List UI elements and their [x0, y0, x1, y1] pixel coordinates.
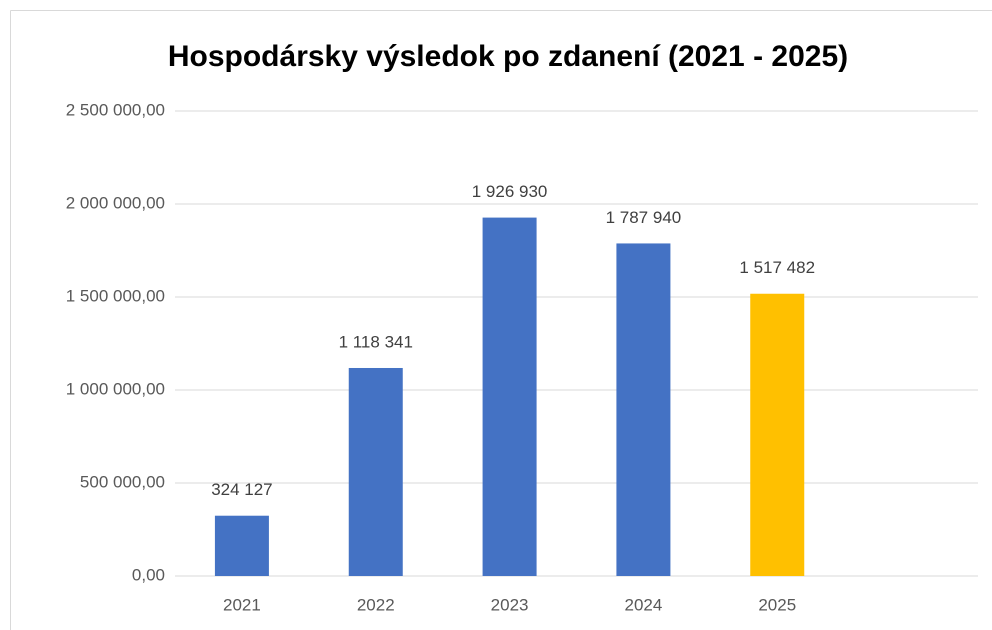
- bar: [616, 243, 671, 576]
- y-tick-label: 2 500 000,00: [66, 100, 165, 119]
- x-tick-label: 2021: [223, 595, 261, 614]
- bar: [482, 217, 537, 577]
- y-tick-label: 0,00: [132, 565, 165, 584]
- data-label: 1 118 341: [339, 332, 413, 351]
- bar: [348, 367, 403, 576]
- x-tick-label: 2023: [491, 595, 529, 614]
- chart-title: Hospodársky výsledok po zdanení (2021 - …: [168, 40, 848, 73]
- x-tick-label: 2024: [625, 595, 663, 614]
- data-label: 1 787 940: [606, 208, 682, 227]
- y-tick-label: 1 500 000,00: [66, 286, 165, 305]
- bar: [214, 515, 269, 576]
- x-tick-label: 2025: [758, 595, 796, 614]
- y-tick-label: 500 000,00: [80, 472, 165, 491]
- data-label: 1 517 482: [739, 258, 815, 277]
- x-tick-label: 2022: [357, 595, 395, 614]
- y-tick-label: 2 000 000,00: [66, 193, 165, 212]
- data-label: 324 127: [211, 480, 272, 499]
- data-label: 1 926 930: [472, 182, 548, 201]
- bar: [750, 293, 805, 576]
- y-tick-label: 1 000 000,00: [66, 379, 165, 398]
